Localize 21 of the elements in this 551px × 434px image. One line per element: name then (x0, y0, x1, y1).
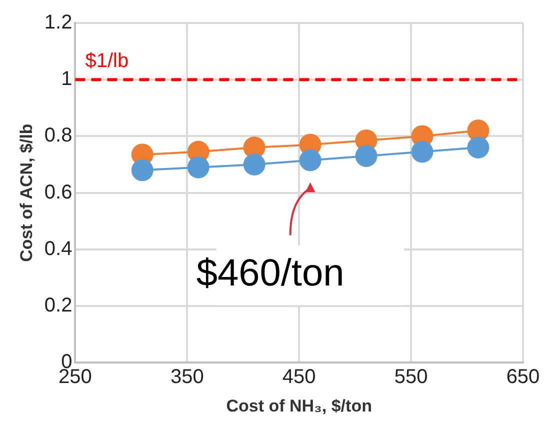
y-tick-label: 1.2 (44, 12, 72, 34)
point (299, 149, 322, 172)
point (411, 140, 434, 163)
x-tick-label: 450 (282, 366, 316, 388)
point (187, 156, 210, 178)
x-tick-label: 650 (506, 366, 540, 388)
point (131, 159, 154, 182)
y-tick-label: 0.8 (44, 124, 72, 147)
point (355, 145, 378, 168)
x-tick-label: 350 (170, 366, 204, 388)
point (467, 136, 490, 159)
y-tick-label: 0.4 (44, 238, 72, 260)
y-tick-label: 0.2 (44, 294, 72, 317)
x-axis-title: Cost of NH₃, $/ton (226, 396, 372, 416)
y-tick-label: 0.6 (44, 181, 72, 204)
x-tick-label: 550 (394, 366, 428, 388)
y-axis-title: Cost of ACN, $/lb (16, 124, 36, 262)
ref-line-label: $1/lb (85, 50, 129, 72)
point (243, 154, 266, 176)
y-tick-label: 1 (61, 68, 72, 90)
annotation: $460/ton (196, 252, 344, 295)
